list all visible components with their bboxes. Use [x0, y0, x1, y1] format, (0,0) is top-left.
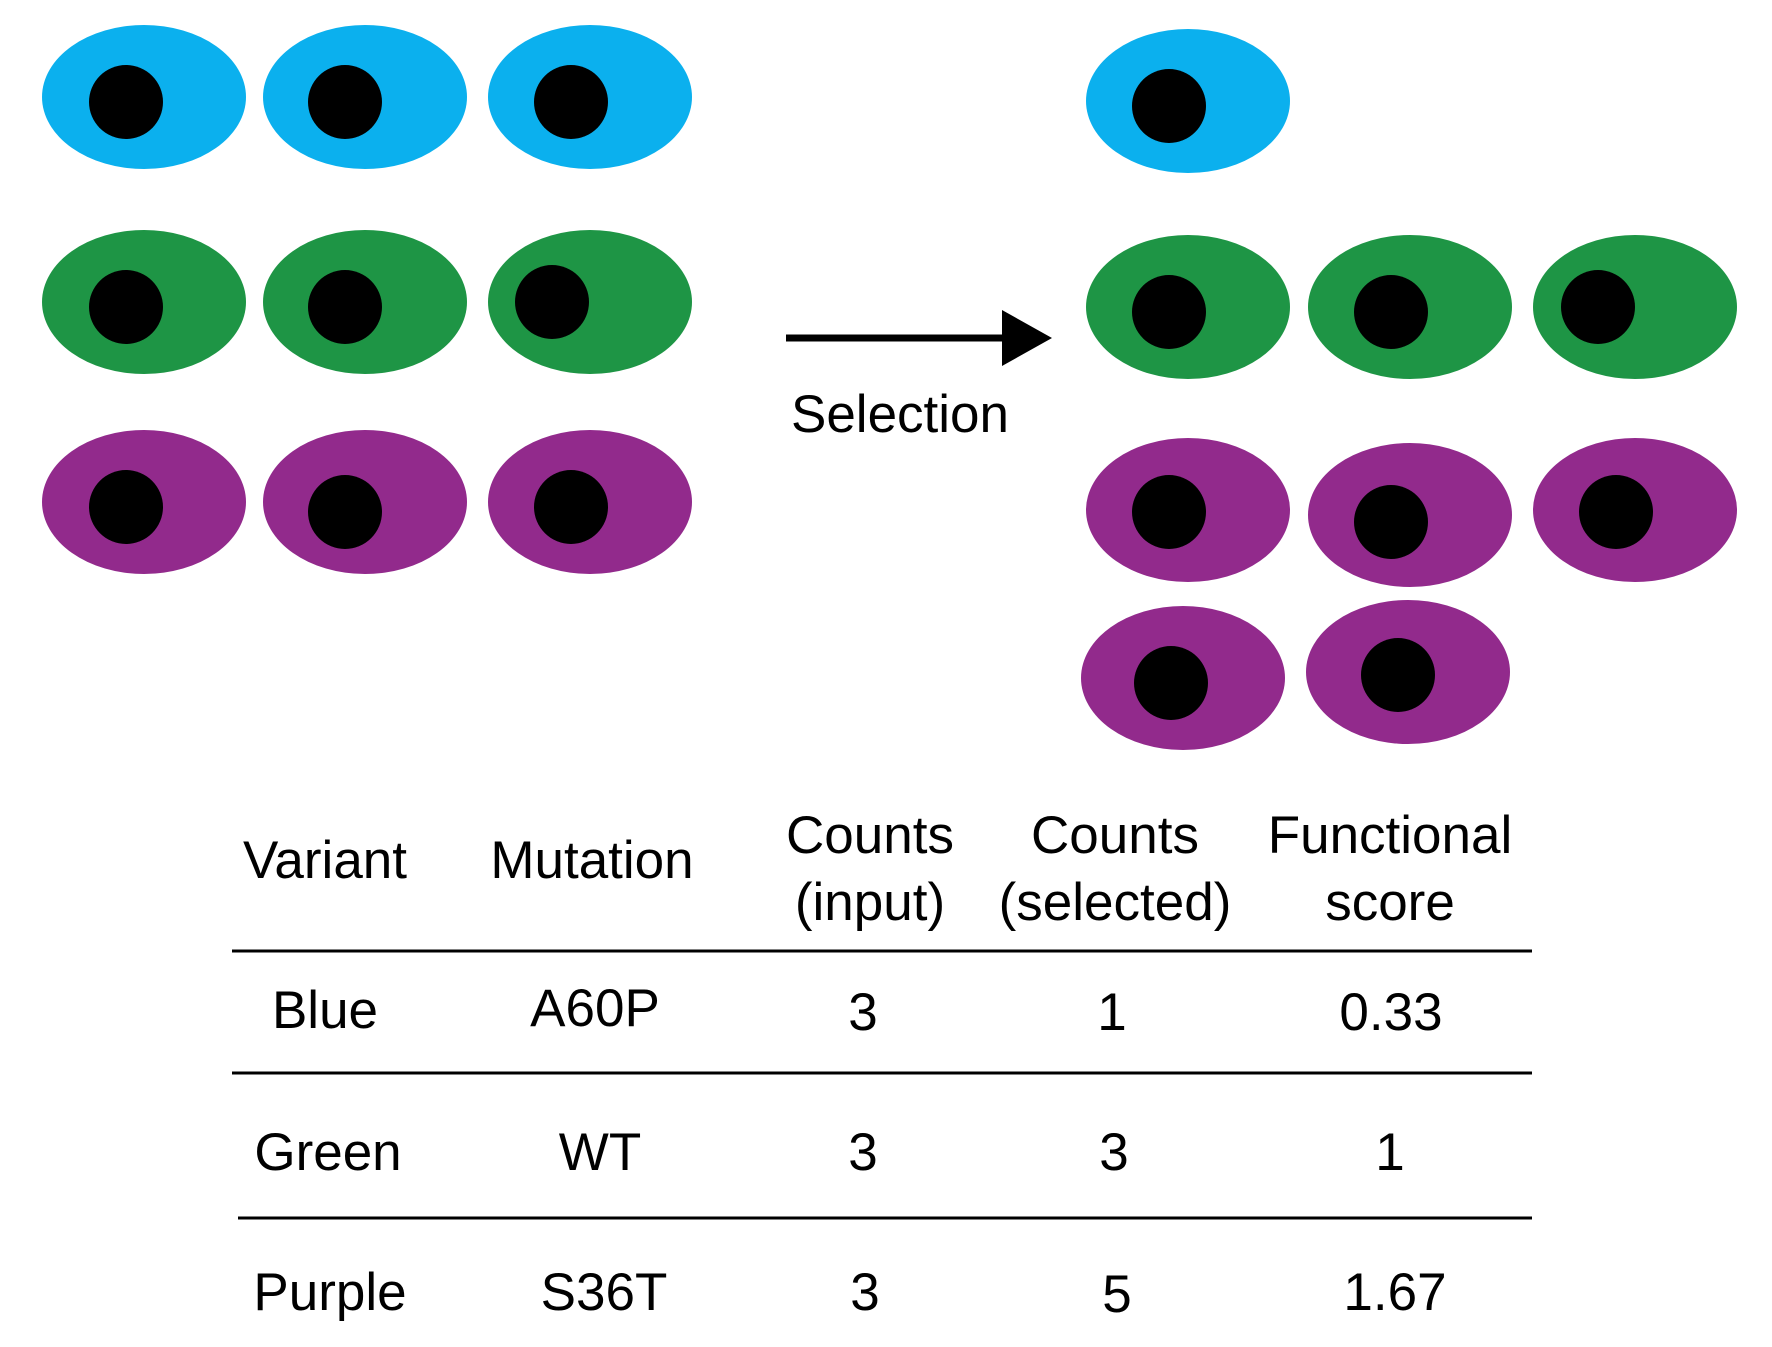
results-table: Variant Mutation Counts (input) Counts (…: [232, 806, 1532, 1324]
cell-nucleus: [1354, 275, 1428, 349]
cell-nucleus: [308, 65, 382, 139]
cell-purple-selected: [1308, 443, 1512, 587]
cell-counts-selected: 5: [1102, 1265, 1131, 1324]
cell-nucleus: [1132, 275, 1206, 349]
cell-purple-selected: [1533, 438, 1737, 582]
cell-green-selected: [1086, 235, 1290, 379]
cell-nucleus: [534, 470, 608, 544]
header-counts-selected-line1: Counts: [1031, 806, 1199, 865]
cell-purple-input: [42, 430, 246, 574]
header-functional-score-line1: Functional: [1268, 806, 1513, 865]
cell-nucleus: [89, 470, 163, 544]
cell-functional-score: 1.67: [1343, 1263, 1446, 1322]
cell-nucleus: [1579, 475, 1653, 549]
cell-blue-input: [42, 25, 246, 169]
cell-green-selected: [1308, 235, 1512, 379]
cell-functional-score: 1: [1375, 1123, 1404, 1182]
cell-purple-selected: [1306, 600, 1510, 744]
cell-green-input: [488, 230, 692, 374]
cell-purple-input: [263, 430, 467, 574]
cell-nucleus: [1134, 646, 1208, 720]
cell-nucleus: [1132, 475, 1206, 549]
table-row: Green WT 3 3 1: [254, 1123, 1404, 1182]
arrow-head-icon: [1002, 310, 1052, 366]
cell-nucleus: [1354, 485, 1428, 559]
header-counts-input-line1: Counts: [786, 806, 954, 865]
cell-purple-selected: [1086, 438, 1290, 582]
table-row: Blue A60P 3 1 0.33: [272, 979, 1443, 1042]
cell-green-selected: [1533, 235, 1737, 379]
selected-cell-population: [1081, 29, 1737, 750]
cell-counts-input: 3: [848, 1123, 877, 1182]
cell-mutation: WT: [559, 1123, 641, 1182]
cell-nucleus: [515, 265, 589, 339]
cell-green-input: [42, 230, 246, 374]
cell-nucleus: [1132, 69, 1206, 143]
cell-nucleus: [1361, 638, 1435, 712]
cell-body: [488, 230, 692, 374]
cell-nucleus: [1561, 270, 1635, 344]
header-variant: Variant: [243, 831, 407, 890]
cell-variant: Purple: [253, 1263, 406, 1322]
cell-nucleus: [89, 270, 163, 344]
cell-purple-selected: [1081, 606, 1285, 750]
cell-mutation: S36T: [541, 1263, 668, 1322]
cell-nucleus: [308, 270, 382, 344]
table-header: Variant Mutation Counts (input) Counts (…: [243, 806, 1512, 932]
cell-nucleus: [89, 65, 163, 139]
cell-counts-input: 3: [848, 983, 877, 1042]
input-cell-population: [42, 25, 692, 574]
header-mutation: Mutation: [490, 831, 693, 890]
selection-arrow: Selection: [786, 310, 1052, 444]
header-counts-selected-line2: (selected): [999, 873, 1232, 932]
cell-green-input: [263, 230, 467, 374]
cell-nucleus: [308, 475, 382, 549]
cell-functional-score: 0.33: [1339, 983, 1442, 1042]
cell-blue-input: [488, 25, 692, 169]
cell-nucleus: [534, 65, 608, 139]
cell-variant: Blue: [272, 981, 378, 1040]
table-row: Purple S36T 3 5 1.67: [253, 1263, 1446, 1324]
cell-counts-selected: 3: [1099, 1123, 1128, 1182]
header-counts-input-line2: (input): [795, 873, 945, 932]
cell-blue-input: [263, 25, 467, 169]
cell-mutation: A60P: [530, 979, 660, 1038]
cell-blue-selected: [1086, 29, 1290, 173]
cell-counts-input: 3: [850, 1263, 879, 1322]
cell-variant: Green: [254, 1123, 401, 1182]
selection-label: Selection: [791, 385, 1009, 444]
cell-counts-selected: 1: [1097, 983, 1126, 1042]
header-functional-score-line2: score: [1325, 873, 1455, 932]
cell-purple-input: [488, 430, 692, 574]
